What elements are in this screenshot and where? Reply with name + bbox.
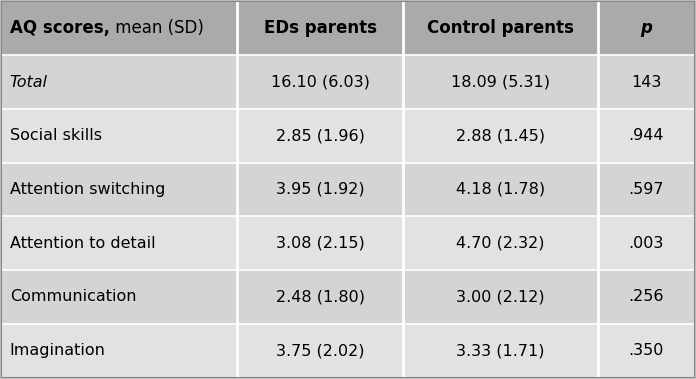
Text: 3.33 (1.71): 3.33 (1.71) <box>457 343 545 358</box>
Text: .597: .597 <box>628 182 664 197</box>
FancyBboxPatch shape <box>1 324 695 377</box>
Text: 4.18 (1.78): 4.18 (1.78) <box>456 182 545 197</box>
Text: 3.95 (1.92): 3.95 (1.92) <box>276 182 365 197</box>
Text: Attention to detail: Attention to detail <box>10 236 155 251</box>
FancyBboxPatch shape <box>1 216 695 270</box>
Text: 3.75 (2.02): 3.75 (2.02) <box>276 343 365 358</box>
Text: Communication: Communication <box>10 290 136 304</box>
Text: 18.09 (5.31): 18.09 (5.31) <box>451 75 550 89</box>
Text: 2.48 (1.80): 2.48 (1.80) <box>276 290 365 304</box>
Text: Social skills: Social skills <box>10 128 102 143</box>
FancyBboxPatch shape <box>1 2 695 55</box>
Text: Control parents: Control parents <box>427 19 574 37</box>
FancyBboxPatch shape <box>1 109 695 163</box>
Text: EDs parents: EDs parents <box>264 19 377 37</box>
Text: 2.88 (1.45): 2.88 (1.45) <box>456 128 545 143</box>
Text: Imagination: Imagination <box>10 343 106 358</box>
Text: Total: Total <box>10 75 48 89</box>
Text: mean (SD): mean (SD) <box>110 19 204 37</box>
FancyBboxPatch shape <box>1 55 695 109</box>
Text: .003: .003 <box>628 236 664 251</box>
FancyBboxPatch shape <box>1 163 695 216</box>
Text: p: p <box>640 19 652 37</box>
Text: 3.00 (2.12): 3.00 (2.12) <box>456 290 545 304</box>
Text: .350: .350 <box>628 343 664 358</box>
Text: 3.08 (2.15): 3.08 (2.15) <box>276 236 365 251</box>
Text: Attention switching: Attention switching <box>10 182 165 197</box>
Text: 16.10 (6.03): 16.10 (6.03) <box>271 75 370 89</box>
Text: .256: .256 <box>628 290 664 304</box>
Text: 4.70 (2.32): 4.70 (2.32) <box>457 236 545 251</box>
Text: 2.85 (1.96): 2.85 (1.96) <box>276 128 365 143</box>
Text: 143: 143 <box>631 75 661 89</box>
Text: .944: .944 <box>628 128 664 143</box>
FancyBboxPatch shape <box>1 270 695 324</box>
Text: AQ scores,: AQ scores, <box>10 19 110 37</box>
